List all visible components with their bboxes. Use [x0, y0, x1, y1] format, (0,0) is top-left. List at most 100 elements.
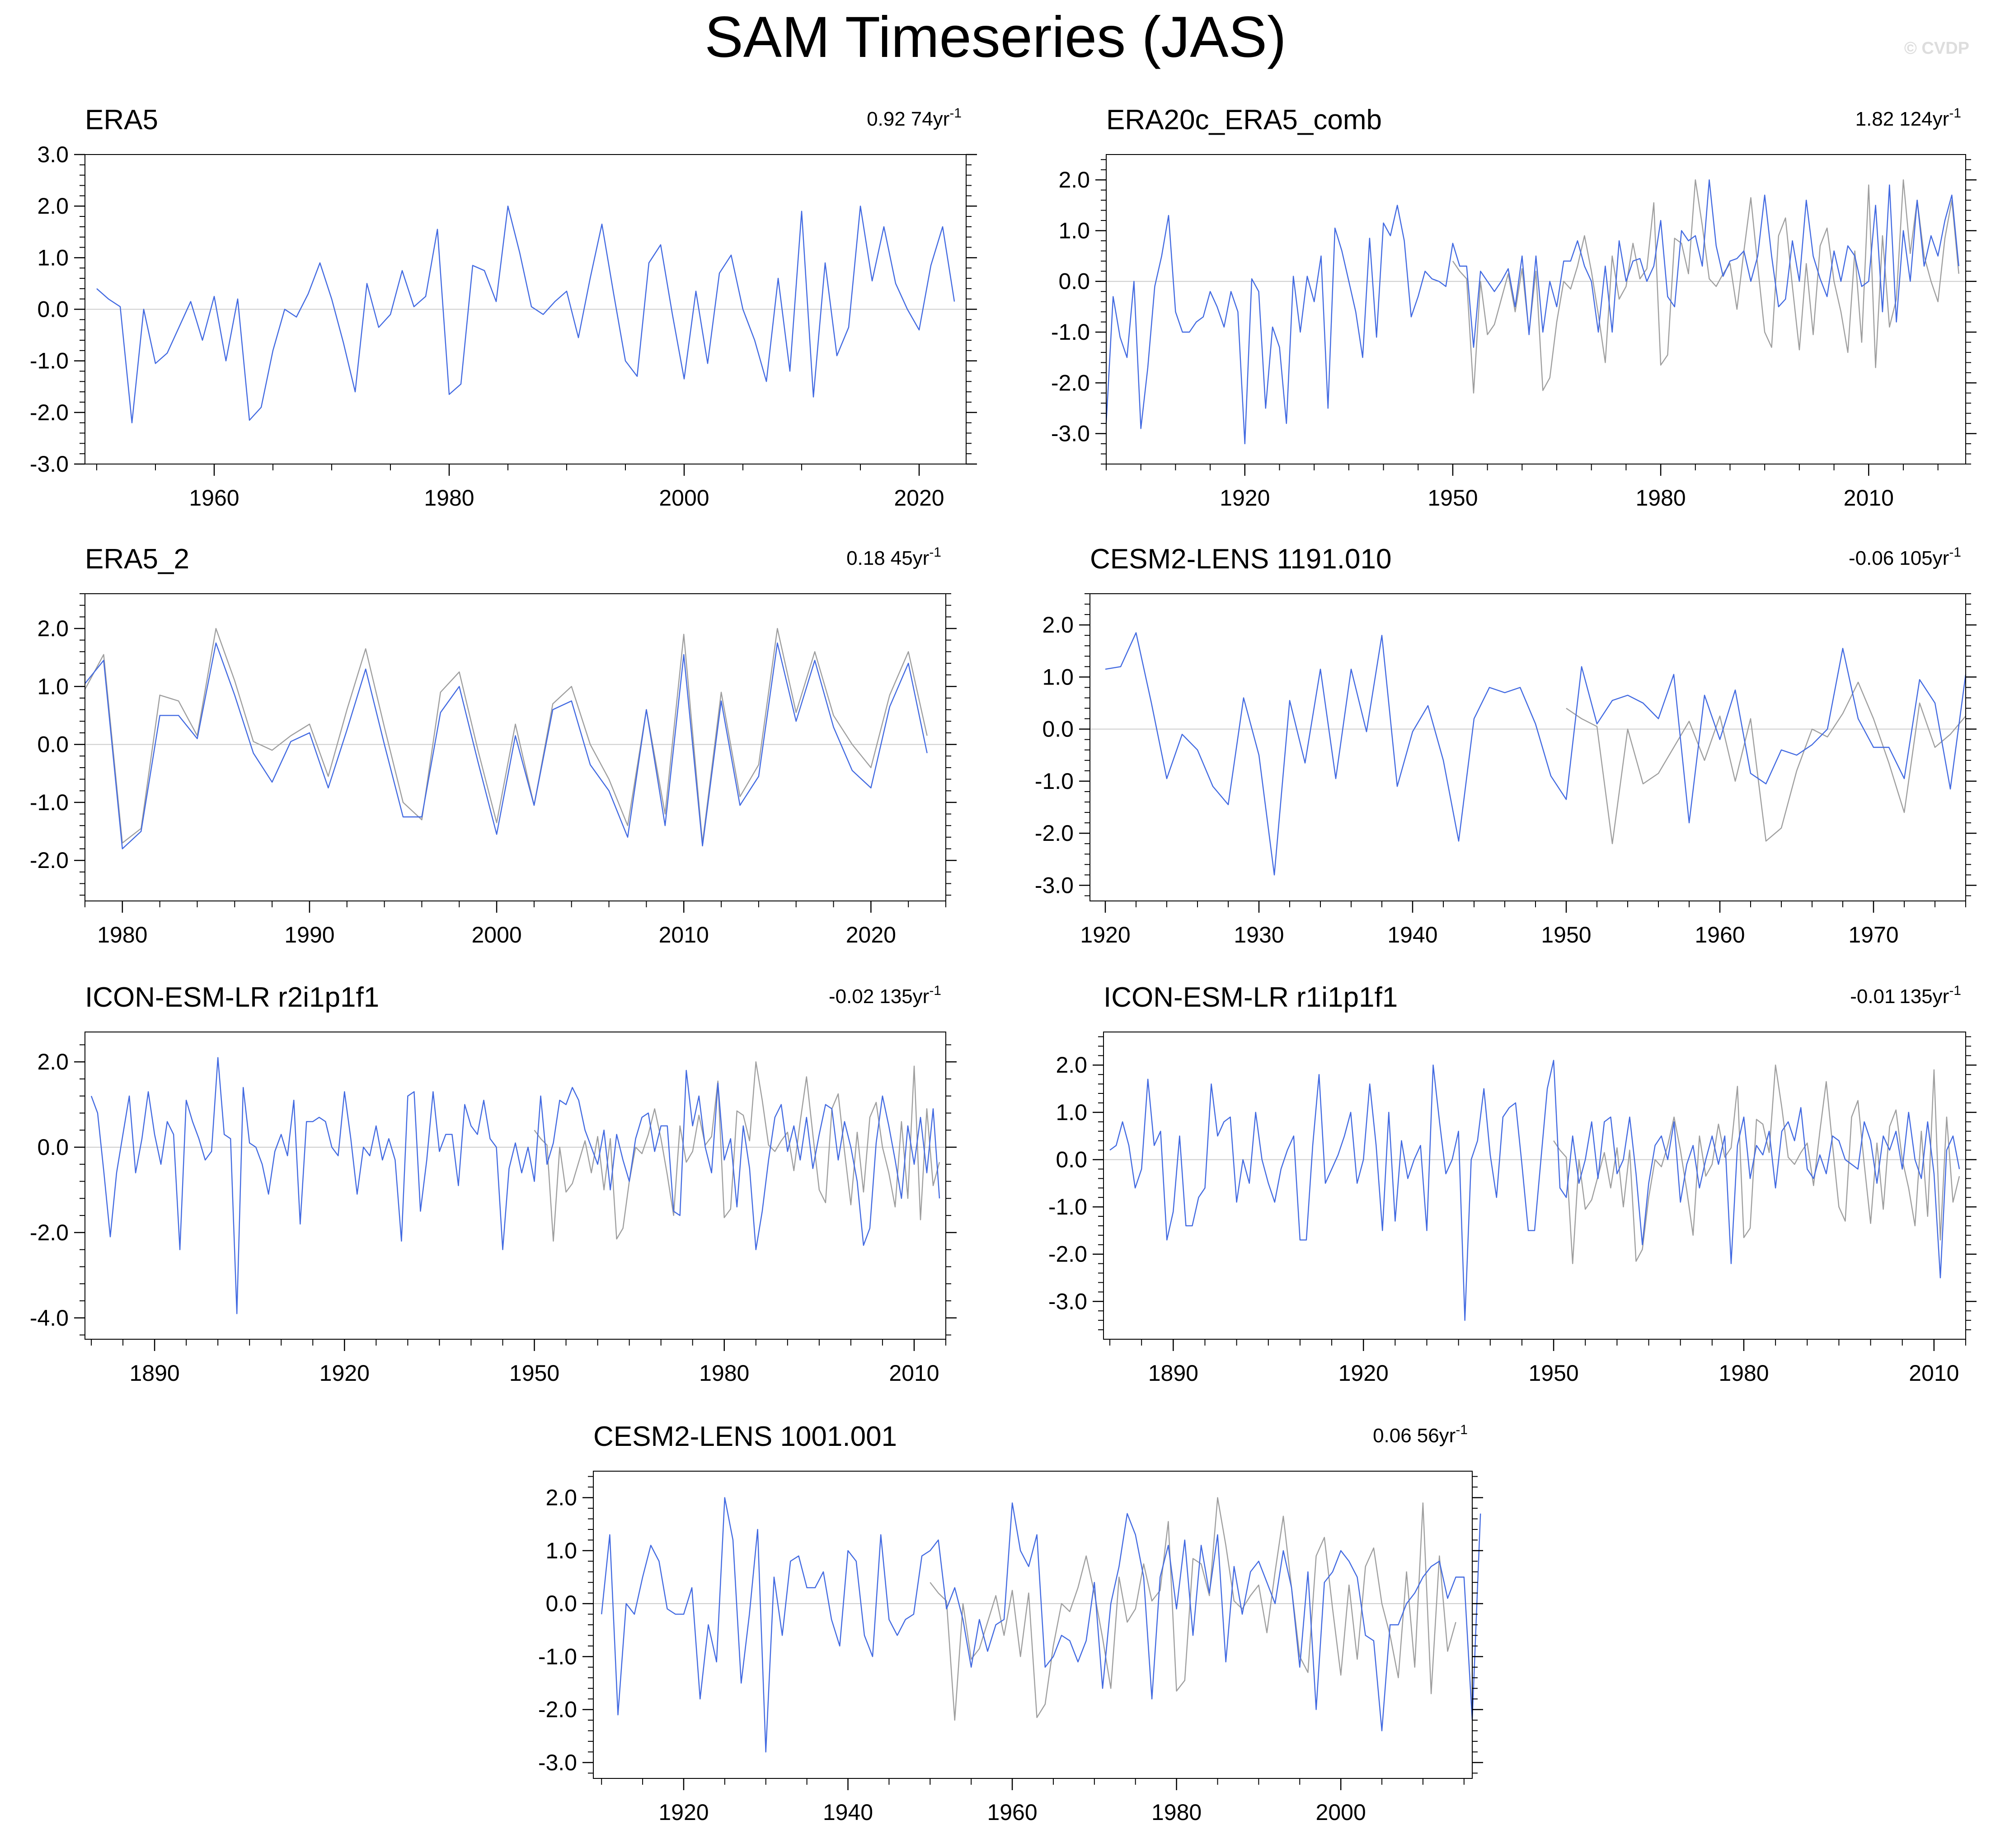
chart-panel-3: 1980 1990 2000 2010 2020 -2.0 -1.0 0.0 1.0 2.0 ERA…	[30, 544, 957, 947]
y-tick-label: -3.0	[538, 1750, 577, 1775]
y-tick-label: 1.0	[1056, 1100, 1087, 1125]
x-tick-label: 1920	[1338, 1360, 1389, 1386]
y-tick-label: -3.0	[30, 451, 69, 477]
x-tick-label: 1950	[1428, 485, 1478, 511]
y-tick-label: -1.0	[30, 348, 69, 374]
y-tick-label: -2.0	[1048, 1242, 1087, 1267]
trend-value: -0.01	[1850, 985, 1895, 1008]
y-tick-label: -2.0	[1051, 370, 1090, 395]
x-tick-label: 1960	[189, 485, 239, 511]
chart-panel-5: 1890 1920 1950 1980 2010 -4.0 -2.0 0.0 2.0 ICON-E…	[30, 982, 957, 1386]
primary-series-line	[601, 1497, 1481, 1753]
y-tick-label: -2.0	[30, 1220, 69, 1245]
x-tick-label: 1890	[1148, 1360, 1198, 1386]
x-tick-label: 1940	[823, 1800, 873, 1825]
trend-period: 135yr	[879, 985, 929, 1008]
y-tick-label: -1.0	[1051, 319, 1090, 345]
x-tick-label: 1960	[987, 1800, 1037, 1825]
chart-panel-2: 1920 1950 1980 2010 -3.0 -2.0 -1.0 0.0 1.0 2.0 ERA…	[1051, 104, 1977, 511]
x-tick-label: 1920	[658, 1800, 709, 1825]
y-tick-label: -1.0	[1035, 769, 1074, 794]
trend-value: -0.06	[1849, 547, 1894, 569]
primary-series-line	[1105, 179, 1959, 445]
trend-period: 124yr	[1899, 108, 1949, 130]
y-tick-label: -2.0	[30, 400, 69, 425]
y-tick-label: -2.0	[538, 1697, 577, 1722]
trend-annotation: 0.92 74yr-1	[867, 106, 962, 130]
figure-title: SAM Timeseries (JAS)	[704, 5, 1287, 70]
x-tick-label: 1950	[509, 1360, 559, 1386]
y-tick-label: -1.0	[1048, 1194, 1087, 1219]
y-tick-label: -2.0	[30, 848, 69, 873]
chart-panel-1: 1960 1980 2000 2020 -3.0 -2.0 -1.0 0.0 1.0 2.0 3.0…	[30, 104, 977, 511]
x-tick-label: 1960	[1695, 922, 1745, 947]
x-tick-label: 1980	[97, 922, 147, 947]
y-tick-label: -3.0	[1035, 872, 1074, 898]
x-tick-label: 1920	[1220, 485, 1270, 511]
y-tick-label: 2.0	[1042, 612, 1074, 638]
trend-period: 135yr	[1899, 985, 1949, 1008]
watermark: © CVDP	[1904, 39, 1969, 58]
x-tick-label: 2010	[1909, 1360, 1959, 1386]
y-tick-label: 0.0	[545, 1591, 577, 1616]
y-tick-label: 1.0	[1042, 664, 1074, 689]
panel-title: CESM2-LENS 1191.010	[1090, 544, 1391, 575]
x-tick-label: 2000	[1316, 1800, 1366, 1825]
y-tick-label: -1.0	[30, 790, 69, 815]
panel-title: ERA5_2	[85, 544, 189, 575]
trend-period: 74yr	[911, 108, 950, 130]
trend-exponent: -1	[929, 983, 941, 998]
x-tick-label: 1980	[699, 1360, 749, 1386]
primary-series-line	[90, 1057, 940, 1314]
trend-annotation: -0.02 135yr-1	[829, 983, 941, 1008]
primary-series-line	[1109, 1060, 1960, 1321]
reference-series-line	[930, 1497, 1456, 1721]
y-tick-label: -1.0	[538, 1644, 577, 1669]
y-tick-label: 1.0	[545, 1538, 577, 1563]
x-tick-label: 1940	[1387, 922, 1437, 947]
y-tick-label: 2.0	[1058, 167, 1090, 192]
trend-annotation: 1.82 124yr-1	[1855, 106, 1961, 130]
x-tick-label: 1920	[1080, 922, 1130, 947]
chart-panel-6: 1890 1920 1950 1980 2010 -3.0 -2.0 -1.0 0.0 1.0 2.…	[1048, 982, 1977, 1386]
x-tick-label: 1930	[1234, 922, 1284, 947]
reference-series-line	[84, 628, 928, 844]
y-tick-label: -4.0	[30, 1305, 69, 1331]
x-tick-label: 1970	[1848, 922, 1898, 947]
trend-exponent: -1	[949, 106, 962, 121]
plot-frame	[593, 1471, 1473, 1779]
panel-title: ERA20c_ERA5_comb	[1106, 104, 1382, 136]
trend-period: 45yr	[891, 547, 930, 569]
plot-frame	[85, 1032, 946, 1340]
y-tick-label: 0.0	[37, 297, 69, 322]
trend-exponent: -1	[1949, 545, 1961, 560]
y-tick-label: 0.0	[1056, 1147, 1087, 1172]
y-tick-label: 1.0	[1058, 218, 1090, 243]
trend-annotation: -0.06 105yr-1	[1849, 545, 1961, 569]
panel-title: ICON-ESM-LR r2i1p1f1	[85, 982, 379, 1013]
trend-period: 56yr	[1417, 1425, 1456, 1447]
x-tick-label: 2010	[659, 922, 709, 947]
plot-frame	[1089, 593, 1966, 901]
plot-frame	[1103, 1032, 1966, 1340]
panel-title: ERA5	[85, 104, 158, 136]
y-tick-label: 1.0	[37, 674, 69, 699]
x-tick-label: 1990	[284, 922, 334, 947]
plot-frame	[1106, 154, 1966, 464]
reference-series-line	[1566, 681, 1966, 844]
trend-period: 105yr	[1899, 547, 1949, 569]
x-tick-label: 2010	[1844, 485, 1894, 511]
y-tick-label: -3.0	[1051, 421, 1090, 446]
reference-series-line	[534, 1061, 940, 1242]
primary-series-line	[96, 205, 955, 423]
y-tick-label: -2.0	[1035, 821, 1074, 846]
trend-exponent: -1	[1949, 983, 1961, 998]
x-tick-label: 2010	[889, 1360, 939, 1386]
y-tick-label: 1.0	[37, 245, 69, 270]
y-tick-label: 0.0	[37, 732, 69, 757]
primary-series-line	[1105, 632, 1967, 876]
y-tick-label: 0.0	[37, 1135, 69, 1160]
x-tick-label: 2020	[846, 922, 896, 947]
trend-value: 0.92	[867, 108, 906, 130]
reference-series-line	[1553, 1064, 1960, 1264]
